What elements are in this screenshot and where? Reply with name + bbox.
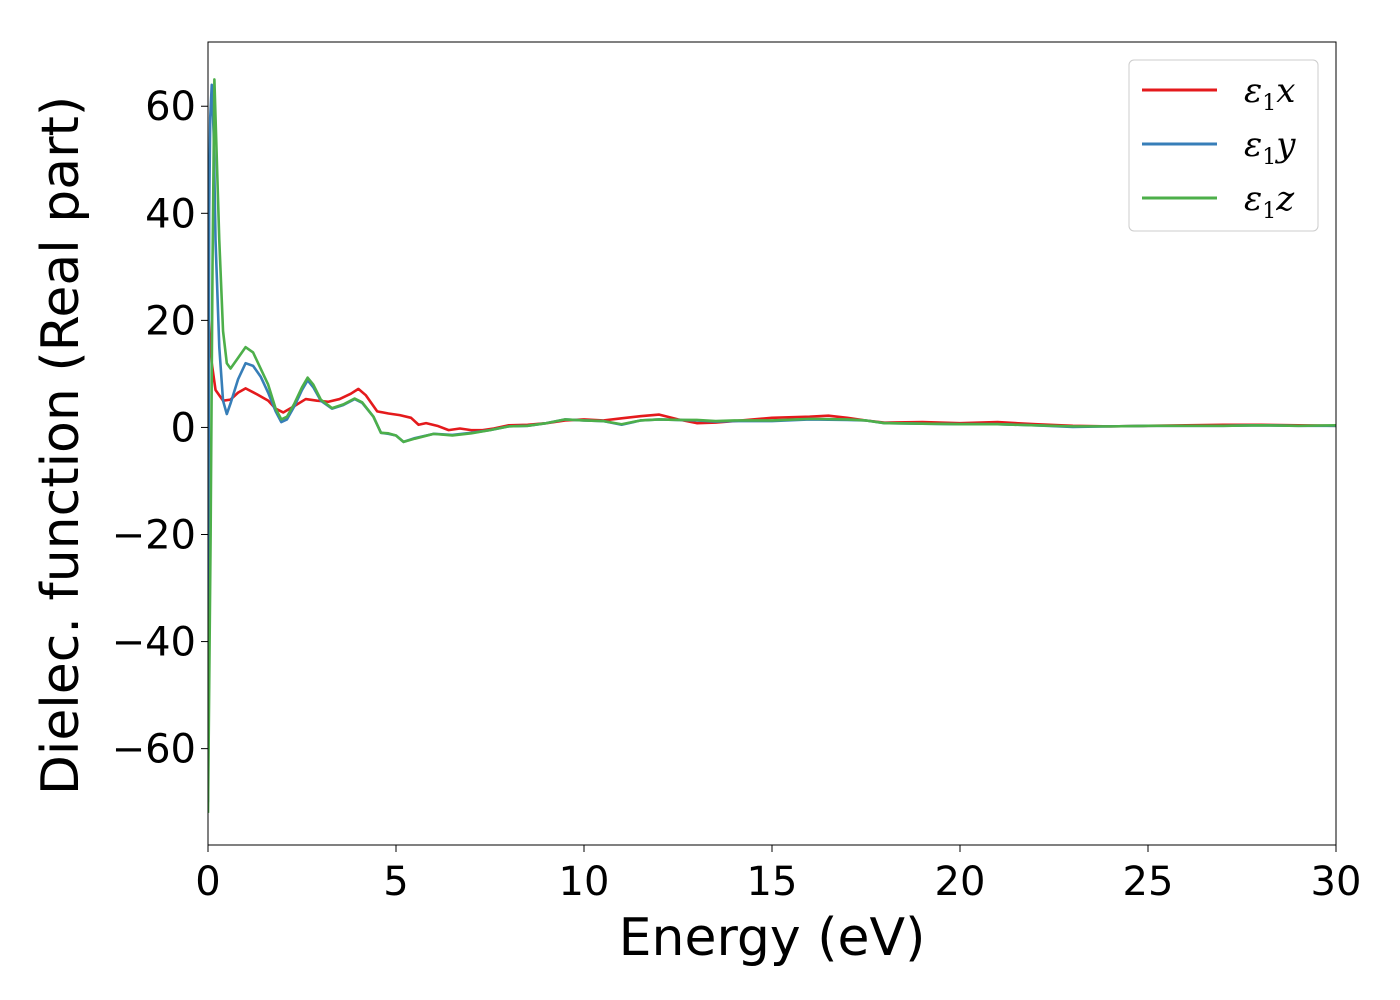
legend-label-y: ε1y [1244, 125, 1296, 170]
x-tick-label: 30 [1311, 859, 1362, 905]
x-tick-label: 15 [747, 859, 798, 905]
y-axis-title: Dielec. function (Real part) [31, 96, 91, 795]
legend-label-z: ε1z [1244, 179, 1295, 224]
x-tick-label: 5 [383, 859, 408, 905]
x-tick-label: 0 [195, 859, 220, 905]
y-tick-label: −40 [112, 620, 196, 666]
x-axis-title: Energy (eV) [619, 908, 926, 968]
y-tick-label: 0 [171, 405, 196, 451]
x-tick-label: 20 [935, 859, 986, 905]
legend-box [1128, 59, 1319, 232]
x-tick-label: 25 [1123, 859, 1174, 905]
series-line-x [208, 309, 1336, 432]
legend-label-x: ε1x [1244, 71, 1295, 116]
series-line-z [208, 78, 1336, 813]
y-tick-label: 60 [145, 84, 196, 130]
y-tick-label: 20 [145, 298, 196, 344]
y-tick-label: 40 [145, 191, 196, 237]
y-tick-label: −60 [112, 727, 196, 773]
y-tick-label: −20 [112, 513, 196, 559]
x-tick-label: 10 [559, 859, 610, 905]
